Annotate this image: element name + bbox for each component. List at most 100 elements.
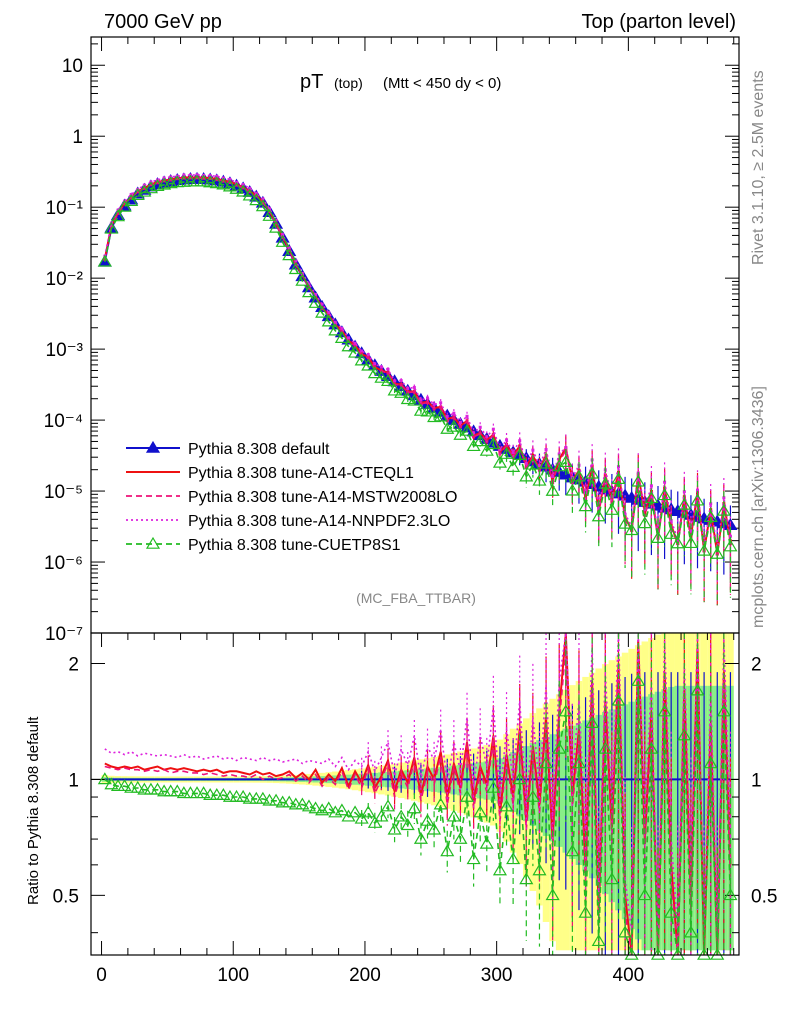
- series-point: [182, 176, 186, 180]
- series-point: [129, 196, 133, 200]
- series-marker: [525, 457, 540, 470]
- ratio-marker: [321, 801, 336, 814]
- series-marker: [400, 392, 415, 405]
- series-point: [498, 447, 502, 451]
- series-marker: [657, 488, 672, 501]
- series-marker: [703, 509, 718, 522]
- series-marker: [670, 536, 685, 549]
- series-marker: [321, 314, 336, 327]
- series-point: [472, 431, 476, 435]
- series-point: [419, 398, 423, 402]
- series-marker: [380, 374, 396, 387]
- series-point: [340, 329, 344, 333]
- y-tick-label: 10⁻²: [46, 269, 84, 290]
- series-marker: [611, 471, 626, 484]
- plot-title-sub: (top): [334, 75, 363, 91]
- ratio-series-line: [104, 632, 732, 933]
- ratio-marker: [644, 741, 659, 754]
- series-marker: [545, 483, 560, 496]
- y-tick-label: 10⁻¹: [46, 198, 84, 219]
- ratio-marker: [552, 741, 567, 754]
- ratio-marker: [578, 905, 593, 918]
- ratio-marker: [716, 704, 731, 717]
- series-marker: [710, 546, 725, 559]
- series-point: [412, 385, 416, 389]
- series-point: [261, 197, 265, 201]
- series-point: [551, 475, 555, 479]
- series-point: [518, 439, 522, 443]
- ratio-marker: [216, 788, 231, 800]
- y-tick-label: 10⁻⁵: [44, 482, 83, 503]
- series-point: [406, 387, 410, 391]
- series-point: [241, 186, 245, 190]
- series-marker: [236, 184, 251, 197]
- ratio-marker: [380, 799, 396, 812]
- series-point: [728, 534, 732, 538]
- series-point: [142, 186, 146, 190]
- series-point: [228, 181, 232, 185]
- series-marker: [288, 262, 303, 275]
- series-marker: [143, 181, 158, 194]
- series-marker: [301, 285, 317, 298]
- series-point: [432, 403, 436, 407]
- series-point: [412, 390, 416, 394]
- series-marker: [604, 502, 619, 515]
- series-point: [228, 177, 232, 181]
- ratio-y-axis: 0.5 0.5 1 1 2 2: [53, 654, 777, 934]
- series-point: [360, 349, 364, 353]
- series-point: [235, 183, 239, 187]
- series-marker: [137, 184, 152, 197]
- series-marker: [716, 503, 731, 516]
- series-marker: [255, 199, 270, 212]
- series-point: [208, 176, 212, 180]
- series-point: [524, 461, 528, 465]
- main-plot-panel: 10⁻⁷ 10⁻⁶ 10⁻⁵ 10⁻⁴ 10⁻³ 10⁻² 10⁻¹ 1 10: [44, 36, 740, 645]
- series-point: [426, 401, 430, 405]
- ratio-marker: [394, 809, 409, 822]
- series-marker: [492, 455, 508, 468]
- ratio-plot-frame: [90, 632, 740, 956]
- series-point: [537, 464, 541, 468]
- ratio-marker: [664, 905, 679, 918]
- ratio-marker: [334, 803, 349, 816]
- legend-label: Pythia 8.308 default: [188, 441, 330, 458]
- series-point: [314, 293, 318, 297]
- y-tick-label: 10: [62, 56, 83, 77]
- series-marker: [308, 295, 323, 308]
- y-tick-label: 1: [72, 127, 83, 148]
- series-point: [287, 246, 291, 250]
- series-point: [505, 438, 509, 442]
- series-4: [97, 174, 738, 606]
- ratio-marker: [413, 831, 428, 844]
- series-point: [320, 302, 324, 306]
- series-marker: [315, 305, 330, 318]
- ratio-marker: [282, 795, 297, 808]
- series-point: [511, 450, 515, 454]
- series-marker: [631, 474, 646, 487]
- series-point: [267, 207, 271, 211]
- rivet-label: Rivet 3.1.10, ≥ 2.5M events: [750, 70, 767, 265]
- series-point: [267, 210, 271, 214]
- legend-label: Pythia 8.308 tune-A14-CTEQL1: [188, 465, 414, 482]
- ratio-marker: [479, 836, 494, 849]
- series-point: [597, 506, 601, 510]
- ratio-marker: [690, 683, 705, 696]
- series-marker: [459, 423, 475, 436]
- legend-label: Pythia 8.308 tune-CUETP8S1: [188, 537, 401, 554]
- series-point: [682, 490, 686, 494]
- series-marker: [117, 199, 132, 212]
- series-marker: [479, 443, 494, 456]
- series-marker: [591, 509, 606, 522]
- ratio-marker: [598, 741, 613, 754]
- series-marker: [328, 323, 343, 336]
- series-marker: [209, 176, 224, 189]
- ratio-marker: [117, 779, 132, 792]
- series-point: [649, 484, 653, 488]
- series-point: [458, 421, 462, 425]
- legend: Pythia 8.308 default Pythia 8.308 tune-A1…: [126, 440, 457, 554]
- series-marker: [229, 181, 244, 194]
- series-point: [169, 178, 173, 182]
- series-point: [439, 406, 443, 410]
- series-point: [399, 383, 403, 387]
- ratio-marker: [236, 789, 251, 802]
